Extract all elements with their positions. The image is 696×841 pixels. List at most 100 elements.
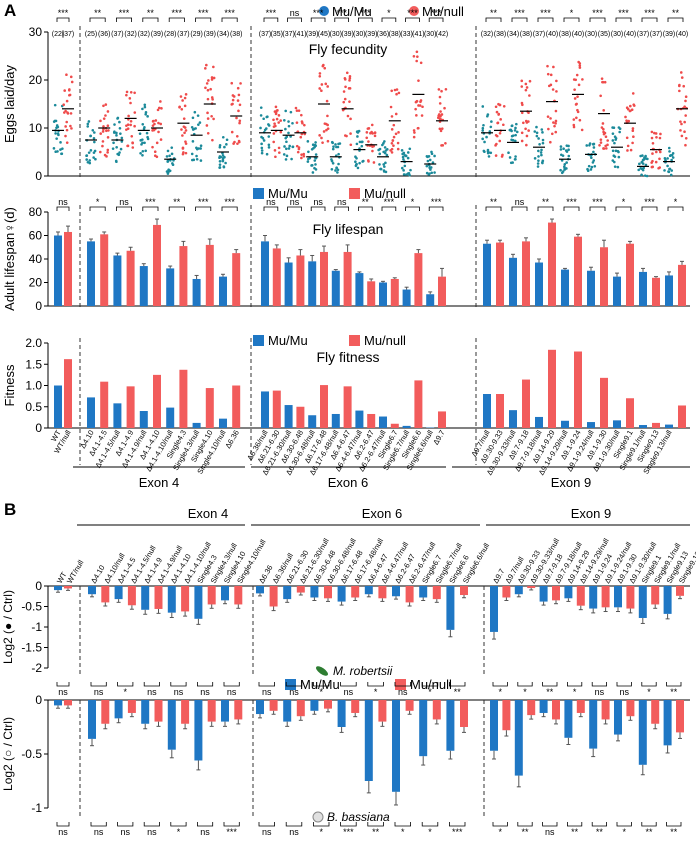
fec-dot (225, 138, 229, 142)
fec-n-11: (39) (204, 31, 216, 38)
fec-sig-5: *** (198, 8, 209, 18)
fec-dot (589, 168, 593, 171)
fec-dot (128, 97, 132, 100)
fec-dot (602, 147, 605, 150)
fec-dot (408, 147, 412, 151)
fec-dot (299, 135, 303, 139)
life-bar-30 (483, 243, 491, 306)
fec-dot (540, 148, 543, 152)
fec-dot (211, 138, 214, 142)
fec-dot (412, 54, 416, 58)
fec-dot (415, 50, 419, 54)
bb-bracket-14 (449, 822, 466, 827)
life-bracket-7 (263, 206, 279, 211)
bb-bar-17 (296, 700, 305, 717)
fec-dot (541, 159, 545, 163)
fec-dot (145, 131, 149, 135)
fec-dot (626, 120, 629, 124)
fec-dot (265, 115, 269, 119)
fec-dot (212, 65, 215, 69)
bb-bar-42 (638, 700, 647, 765)
fec-n-9: (37) (177, 31, 189, 38)
fit-bar-13 (232, 385, 241, 428)
fec-dot (221, 154, 225, 157)
legend-dot-munull (409, 6, 419, 16)
fec-dot (131, 141, 134, 144)
fec-dot (404, 154, 408, 158)
fec-dot (198, 121, 202, 124)
life-bar-17 (296, 255, 305, 306)
bb-sig-13: * (428, 827, 432, 837)
bb-tick-label-0: 0 (35, 693, 42, 707)
fec-dot (230, 103, 234, 106)
fec-dot (578, 118, 582, 122)
fit-bar-20 (331, 413, 340, 428)
bb-bar-6 (141, 700, 150, 724)
fec-dot (303, 123, 306, 127)
life-bracket-14 (428, 206, 444, 211)
mr-bar-27 (432, 586, 441, 600)
fec-dot (393, 88, 397, 92)
fec-dot (156, 108, 160, 112)
bb-sig-15: * (498, 827, 502, 837)
life-bar-44 (665, 275, 673, 306)
fec-dot (428, 158, 432, 162)
fec-dot (260, 135, 263, 139)
fec-dot (603, 80, 607, 84)
fec-dot (563, 166, 566, 170)
bb-bar-21 (351, 700, 360, 713)
bb-bar-0 (54, 700, 62, 706)
life-bar-19 (320, 251, 328, 306)
fec-dot (218, 159, 222, 163)
life-bar-40 (613, 276, 621, 306)
fec-dot (259, 106, 263, 109)
fec-dot (93, 131, 96, 134)
life-bar-16 (284, 262, 293, 306)
life-bracket-19 (589, 206, 606, 211)
fec-dot (290, 157, 293, 161)
bb-sig-1: ns (94, 827, 104, 837)
fec-sig-9: *** (313, 8, 324, 18)
fec-dot (658, 150, 662, 154)
mr-bracket-16 (517, 682, 533, 687)
bb-bar-13 (234, 700, 243, 720)
fec-dot (631, 129, 635, 133)
fec-dot (181, 147, 185, 150)
mr-sig-22: ** (670, 687, 678, 697)
fec-dot (563, 163, 567, 166)
fec-dot (296, 150, 300, 154)
fec-dot (311, 171, 315, 174)
fec-dot (151, 145, 154, 149)
fec-dot (318, 87, 321, 90)
fec-dot (157, 121, 160, 125)
fec-bracket-17 (537, 17, 554, 22)
fec-dot (65, 141, 69, 144)
life-bracket-12 (381, 206, 397, 211)
fec-dot (683, 120, 686, 124)
fec-dot (514, 126, 517, 130)
fec-dot (392, 144, 395, 147)
fec-dot (70, 127, 73, 130)
fec-dot (554, 119, 558, 123)
mr-bar-20 (337, 586, 346, 602)
life-bar-1 (64, 231, 72, 306)
mr-bar-21 (351, 586, 360, 598)
fec-dot (507, 151, 510, 155)
mr-bar-30 (490, 586, 498, 632)
fec-n-45: (40) (676, 31, 688, 38)
fec-dot (495, 142, 498, 146)
fec-tick-label-3: 30 (29, 25, 43, 39)
mr-bar-4 (114, 586, 123, 600)
life-sig-4: ** (173, 197, 181, 207)
fec-dot (349, 143, 353, 147)
fec-dot (370, 123, 374, 127)
fec-dot (555, 79, 558, 83)
fec-dot (498, 139, 502, 143)
fec-dot (527, 129, 530, 132)
fec-dot (433, 154, 436, 158)
fec-dot (181, 134, 184, 137)
fec-dot (93, 140, 96, 144)
fec-dot (325, 99, 329, 103)
fec-dot (212, 117, 215, 121)
fec-dot (335, 166, 338, 170)
